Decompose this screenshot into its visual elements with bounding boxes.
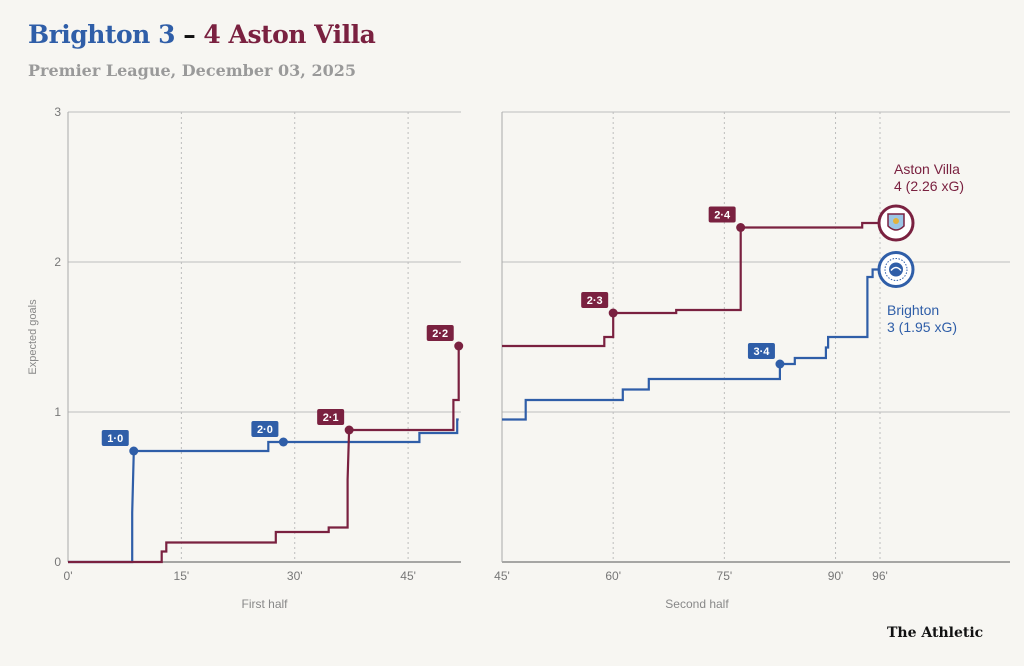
x-tick-label: 75' xyxy=(717,569,733,583)
away-end-value: 4 (2.26 xG) xyxy=(894,178,964,194)
goal-marker-dot xyxy=(454,341,464,351)
goal-score-label: 2·0 xyxy=(257,424,273,436)
x-tick-label: 30' xyxy=(287,569,303,583)
away-score: 4 xyxy=(203,20,221,49)
aston-villa-lion-icon xyxy=(893,218,899,224)
home-xg-line-first-half xyxy=(68,418,459,564)
y-tick-label: 2 xyxy=(54,255,61,269)
x-tick-label: 90' xyxy=(828,569,844,583)
y-tick-label: 3 xyxy=(54,105,61,119)
chart-title: Brighton 3 – 4 Aston Villa xyxy=(28,20,376,49)
goal-score-badge xyxy=(708,206,736,223)
away-xg-line-second-half xyxy=(502,221,880,348)
y-axis-label: Expected goals xyxy=(27,299,39,375)
goal-score-badge xyxy=(317,409,345,425)
goal-score-badge xyxy=(101,430,129,446)
chart-subtitle: Premier League, December 03, 2025 xyxy=(28,61,356,80)
x-tick-label: 60' xyxy=(605,569,621,583)
goal-score-badge xyxy=(426,325,454,341)
away-xg-line-first-half xyxy=(68,346,460,564)
x-tick-label: 15' xyxy=(174,569,190,583)
x-tick-label: 45' xyxy=(494,569,510,583)
panel-label: Second half xyxy=(665,597,729,611)
goal-score-badge xyxy=(747,343,775,359)
home-end-value: 3 (1.95 xG) xyxy=(887,319,957,335)
goal-marker-dot xyxy=(736,223,746,232)
goal-score-label: 2·1 xyxy=(323,412,339,424)
goal-score-label: 1·0 xyxy=(107,433,123,445)
goal-marker-dot xyxy=(278,437,288,447)
goal-score-label: 3·4 xyxy=(753,346,770,358)
brighton-crest-center-icon xyxy=(889,262,903,277)
goal-marker-dot xyxy=(344,425,354,435)
x-tick-label: 45' xyxy=(400,569,416,583)
away-team-name: Aston Villa xyxy=(228,20,376,49)
home-score: 3 xyxy=(158,20,175,49)
x-tick-label: 0' xyxy=(64,569,73,583)
goal-marker-dot xyxy=(775,359,785,369)
brighton-seagull-icon xyxy=(890,266,902,272)
y-tick-label: 0 xyxy=(54,555,61,569)
home-xg-line-second-half xyxy=(502,268,880,421)
goal-marker-dot xyxy=(129,446,139,456)
away-end-label: Aston Villa xyxy=(894,161,960,177)
home-team-name: Brighton xyxy=(28,20,150,49)
goal-score-label: 2·4 xyxy=(714,210,731,222)
score-separator: – xyxy=(183,20,196,49)
x-tick-label: 96' xyxy=(872,569,888,583)
goal-score-badge xyxy=(581,292,609,308)
publisher-logo: The Athletic xyxy=(887,625,984,641)
goal-score-label: 2·2 xyxy=(432,328,448,340)
y-tick-label: 1 xyxy=(54,405,61,419)
goal-marker-dot xyxy=(608,308,618,318)
goal-score-badge xyxy=(251,421,279,437)
home-end-label: Brighton xyxy=(887,302,939,318)
panel-label: First half xyxy=(241,597,288,611)
brighton-crest-ring-icon xyxy=(884,258,908,281)
goal-score-label: 2·3 xyxy=(587,295,603,307)
